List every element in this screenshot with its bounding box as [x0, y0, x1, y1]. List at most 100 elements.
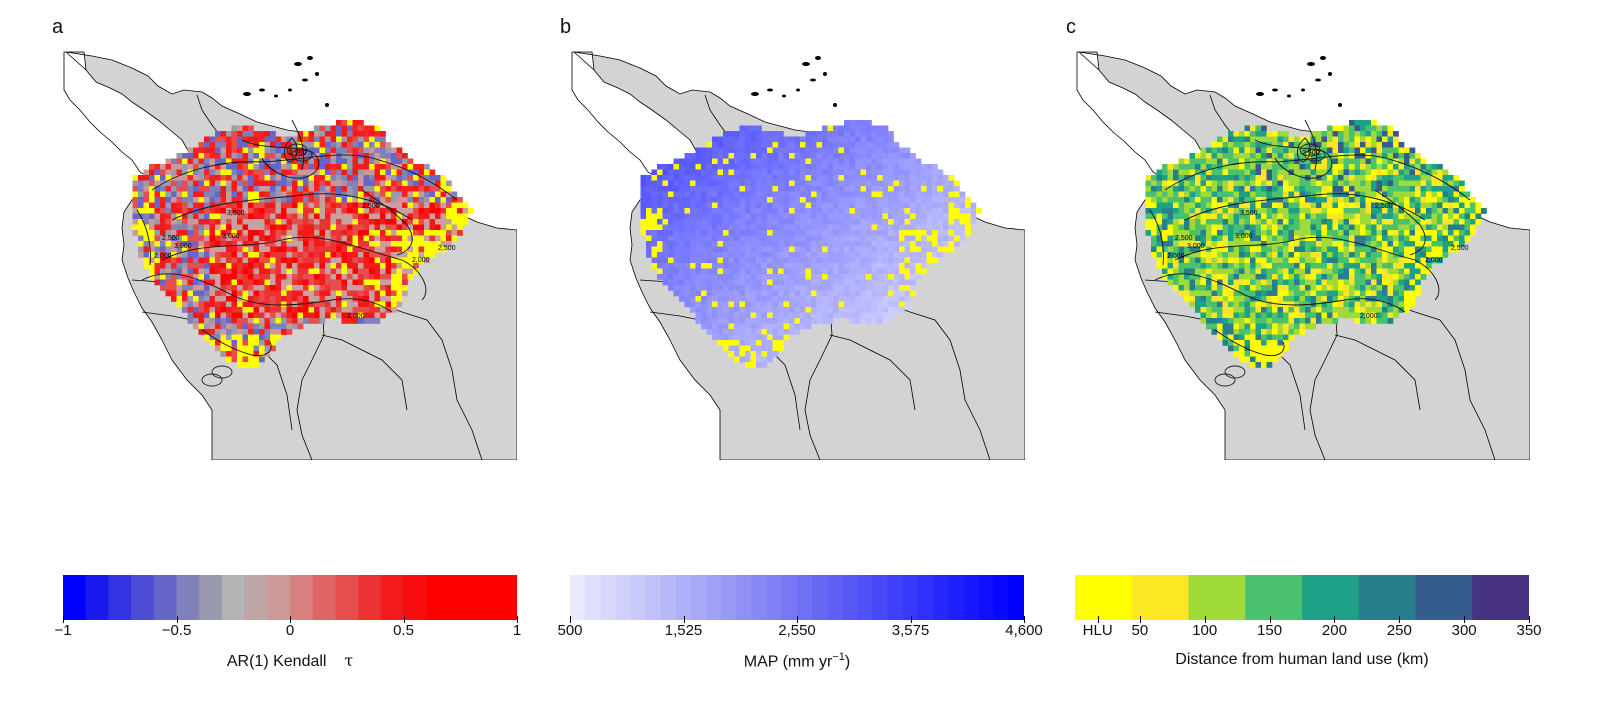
raster-cell: [745, 252, 751, 258]
raster-cell: [745, 246, 751, 253]
raster-cell: [739, 153, 746, 159]
raster-cell: [1343, 136, 1350, 143]
raster-cell: [1189, 197, 1196, 203]
raster-cell: [915, 164, 922, 170]
raster-cell: [1332, 136, 1339, 143]
raster-cell: [198, 252, 205, 258]
raster-cell: [325, 285, 331, 291]
raster-cell: [712, 147, 718, 154]
panel-label-a: a: [52, 16, 64, 38]
raster-cell: [706, 296, 713, 302]
raster-cell: [1442, 213, 1449, 220]
raster-cell: [187, 202, 194, 209]
raster-cell: [198, 142, 205, 148]
raster-cell: [783, 191, 790, 198]
raster-cell: [1360, 246, 1366, 253]
raster-cell: [767, 323, 773, 330]
raster-cell: [1283, 147, 1289, 154]
raster-cell: [1349, 180, 1355, 187]
raster-cell: [1244, 175, 1251, 181]
raster-cell: [1316, 252, 1322, 258]
raster-cell: [1145, 213, 1152, 220]
raster-cell: [369, 230, 375, 236]
raster-cell: [336, 125, 342, 132]
raster-cell: [756, 296, 762, 302]
raster-cell: [352, 131, 359, 137]
raster-cell: [739, 197, 746, 203]
raster-cell: [717, 180, 724, 187]
raster-cell: [1475, 208, 1482, 214]
raster-cell: [270, 208, 276, 214]
raster-cell: [215, 241, 221, 247]
raster-cell: [772, 153, 779, 159]
raster-cell: [396, 241, 403, 247]
raster-cell: [800, 153, 806, 159]
raster-cell: [209, 274, 216, 280]
raster-cell: [871, 312, 878, 319]
raster-cell: [662, 180, 669, 187]
raster-cell: [1299, 142, 1306, 148]
raster-cell: [1316, 241, 1322, 247]
raster-cell: [1239, 197, 1245, 203]
raster-cell: [220, 180, 227, 187]
raster-cell: [209, 296, 216, 302]
raster-cell: [1343, 252, 1350, 258]
raster-cell: [264, 340, 271, 346]
raster-cell: [816, 296, 823, 302]
raster-cell: [231, 290, 238, 297]
raster-cell: [816, 263, 823, 269]
raster-cell: [160, 252, 166, 258]
raster-cell: [1222, 208, 1229, 214]
raster-cell: [866, 296, 872, 302]
raster-cell: [314, 202, 320, 209]
raster-cell: [690, 241, 696, 247]
raster-cell: [679, 230, 685, 236]
raster-cell: [281, 158, 287, 165]
raster-cell: [374, 285, 381, 291]
raster-cell: [220, 208, 227, 214]
raster-cell: [822, 219, 828, 225]
raster-cell: [772, 268, 779, 275]
raster-cell: [1354, 180, 1361, 187]
raster-cell: [1228, 136, 1234, 143]
raster-cell: [739, 213, 746, 220]
raster-cell: [242, 323, 249, 330]
raster-cell: [893, 241, 900, 247]
raster-cell: [827, 263, 834, 269]
raster-cell: [1354, 120, 1361, 126]
raster-cell: [182, 230, 188, 236]
raster-cell: [800, 224, 806, 231]
raster-cell: [385, 164, 392, 170]
raster-cell: [231, 235, 238, 242]
raster-cell: [800, 186, 806, 192]
raster-cell: [380, 224, 386, 231]
raster-cell: [1409, 191, 1416, 198]
raster-cell: [286, 147, 293, 154]
island: [315, 72, 319, 76]
raster-cell: [855, 263, 861, 269]
raster-cell: [822, 252, 828, 258]
raster-cell: [1453, 186, 1460, 192]
raster-cell: [1167, 252, 1174, 258]
raster-cell: [1145, 186, 1152, 192]
raster-cell: [1250, 175, 1256, 181]
raster-cell: [877, 290, 883, 297]
island: [259, 88, 265, 92]
raster-cell: [1244, 213, 1251, 220]
raster-cell: [226, 186, 232, 192]
raster-cell: [171, 279, 177, 286]
raster-cell: [1189, 175, 1196, 181]
raster-cell: [1409, 241, 1416, 247]
raster-cell: [187, 224, 194, 231]
raster-cell: [756, 153, 762, 159]
raster-cell: [259, 345, 265, 352]
raster-cell: [336, 279, 342, 286]
raster-cell: [171, 230, 177, 236]
raster-cell: [778, 219, 784, 225]
raster-cell: [220, 351, 227, 357]
raster-cell: [959, 224, 966, 231]
raster-cell: [745, 351, 751, 357]
raster-cell: [187, 241, 194, 247]
raster-cell: [1338, 147, 1344, 154]
